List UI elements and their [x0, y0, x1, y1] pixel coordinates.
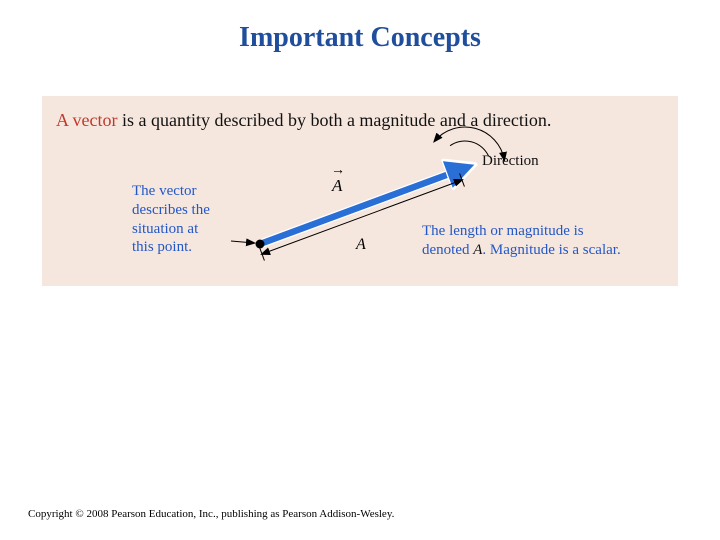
figure-box: A vector is a quantity described by both… [42, 96, 678, 286]
copyright-notice: Copyright © 2008 Pearson Education, Inc.… [28, 508, 394, 520]
vector-diagram [42, 96, 678, 286]
slide: Important Concepts A vector is a quantit… [0, 0, 720, 540]
slide-title: Important Concepts [0, 22, 720, 54]
